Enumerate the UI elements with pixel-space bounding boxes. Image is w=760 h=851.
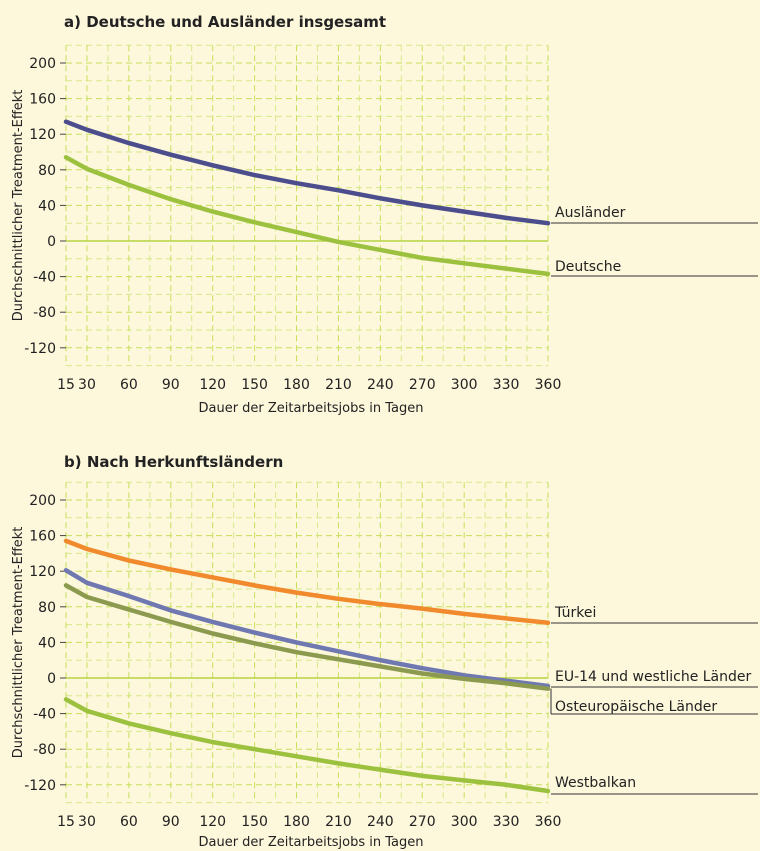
panel-title: a) Deutsche und Ausländer insgesamt [64,13,386,31]
y-tick-label: 160 [29,529,56,545]
y-tick-label: -80 [33,305,56,321]
y-tick-label: 0 [47,671,56,687]
x-tick-label: 210 [325,377,352,393]
x-tick-label: 120 [199,377,226,393]
x-tick-label: 270 [409,377,436,393]
x-tick-label: 360 [535,377,562,393]
x-tick-label: 300 [451,814,478,830]
y-tick-label: 40 [38,635,56,651]
x-tick-label: 90 [162,814,180,830]
grid [65,481,549,804]
y-tick-label: 0 [47,234,56,250]
x-tick-label: 330 [493,814,520,830]
series-label: Osteuropäische Länder [555,699,717,715]
y-tick-label: 120 [29,564,56,580]
x-tick-label: 15 [57,377,75,393]
x-tick-label: 180 [283,814,310,830]
x-tick-label: 15 [57,814,75,830]
series-line-3 [63,697,551,794]
x-tick-label: 30 [78,377,96,393]
x-tick-label: 210 [325,814,352,830]
series-line-0 [63,119,551,226]
y-axis-label: Durchschnittlicher Treatment-Effekt [11,527,26,759]
x-tick-label: 240 [367,814,394,830]
series-label: Ausländer [555,205,626,221]
x-tick-label: 60 [120,814,138,830]
y-tick-label: 200 [29,493,56,509]
y-axis-label: Durchschnittlicher Treatment-Effekt [11,90,26,322]
y-tick-label: 40 [38,198,56,214]
series-label: Deutsche [555,259,621,275]
chart-panel-a: a) Deutsche und Ausländer insgesamt 200 16… [11,13,758,416]
x-tick-label: 150 [241,814,268,830]
x-tick-label: 330 [493,377,520,393]
x-tick-label: 120 [199,814,226,830]
x-axis-label: Dauer der Zeitarbeitsjobs in Tagen [198,401,423,416]
series-label: Westbalkan [555,775,636,791]
chart-panel-b: b) Nach Herkunftsländern 200 160 120 80 40 0 -4… [11,453,758,850]
x-tick-label: 60 [120,377,138,393]
panel-title: b) Nach Herkunftsländern [64,453,283,471]
series-line-0 [63,538,551,626]
y-tick-label: -40 [33,707,56,723]
y-tick-label: 80 [38,600,56,616]
x-tick-label: 270 [409,814,436,830]
y-tick-label: -120 [24,341,56,357]
series-line-2 [63,583,551,691]
y-tick-label: 160 [29,92,56,108]
y-tick-label: -80 [33,742,56,758]
x-tick-label: 150 [241,377,268,393]
series-line-1 [63,155,551,277]
x-tick-label: 180 [283,377,310,393]
y-tick-label: -120 [24,778,56,794]
y-tick-label: 120 [29,127,56,143]
x-tick-label: 240 [367,377,394,393]
x-tick-label: 30 [78,814,96,830]
series-label: Türkei [554,605,596,621]
y-tick-label: 80 [38,163,56,179]
grid [65,44,549,367]
x-axis-label: Dauer der Zeitarbeitsjobs in Tagen [198,835,423,850]
y-tick-label: -40 [33,270,56,286]
series-label: EU-14 und westliche Länder [555,669,752,685]
y-tick-label: 200 [29,56,56,72]
series-line-1 [63,568,551,689]
x-tick-label: 300 [451,377,478,393]
x-tick-label: 360 [535,814,562,830]
x-tick-label: 90 [162,377,180,393]
